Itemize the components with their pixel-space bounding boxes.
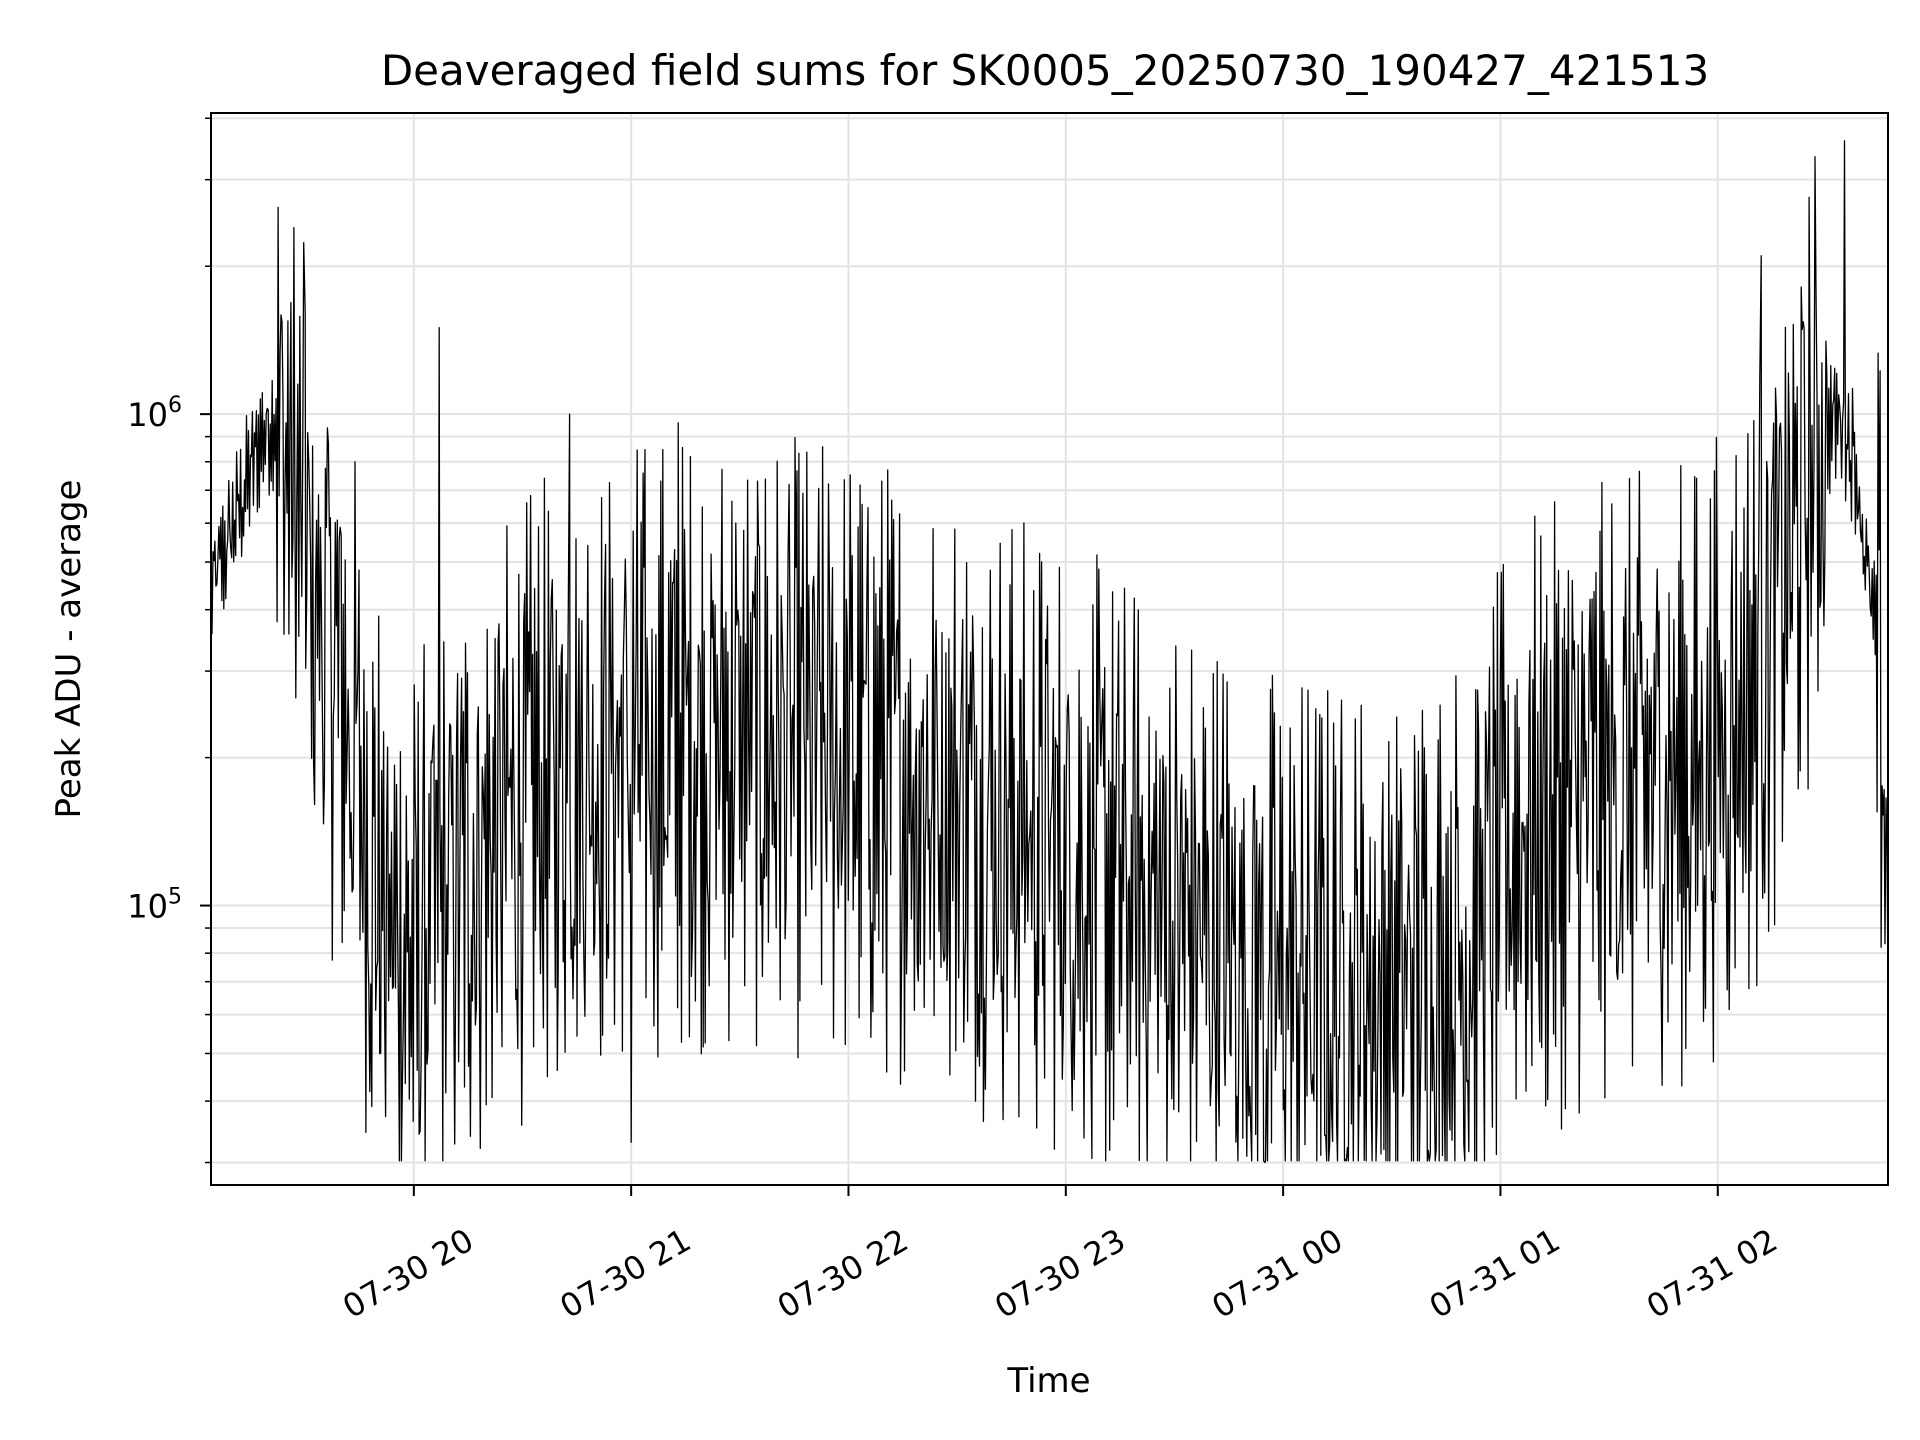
chart-title: Deaveraged field sums for SK0005_2025073…: [381, 46, 1709, 95]
y-axis: 105 106: [127, 117, 211, 1164]
y-tick-label: 106: [127, 393, 182, 434]
y-axis-title: Peak ADU - average: [49, 480, 89, 819]
y-tick-label: 105: [127, 885, 182, 926]
plot-frame: [210, 112, 1889, 1186]
plot-area: [210, 140, 1889, 1164]
grid-lines: [211, 113, 1888, 1185]
x-axis-title: Time: [1006, 1361, 1090, 1401]
series-line: [210, 140, 1889, 1164]
